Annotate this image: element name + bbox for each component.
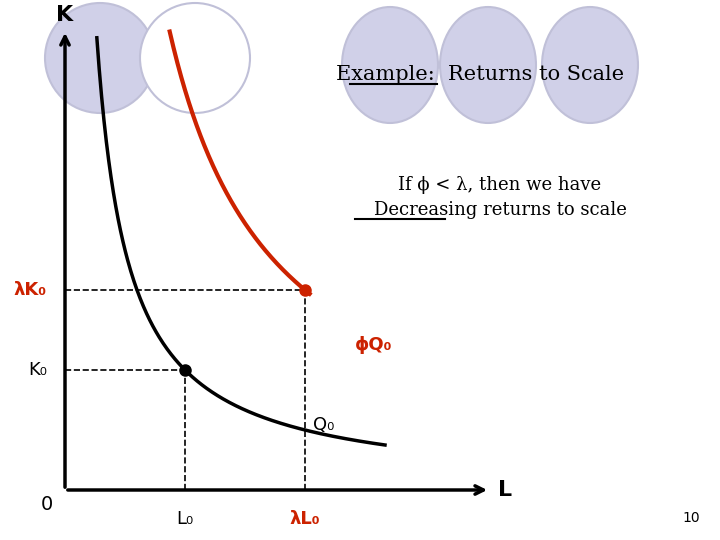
- Text: If ϕ < λ, then we have: If ϕ < λ, then we have: [398, 176, 602, 194]
- Text: Decreasing returns to scale: Decreasing returns to scale: [374, 201, 626, 219]
- Text: K: K: [56, 5, 73, 25]
- Ellipse shape: [542, 7, 638, 123]
- Text: Example:  Returns to Scale: Example: Returns to Scale: [336, 65, 624, 84]
- Text: K₀: K₀: [28, 361, 47, 379]
- Text: ϕQ₀: ϕQ₀: [355, 336, 392, 354]
- Text: 0: 0: [41, 496, 53, 515]
- Text: λK₀: λK₀: [14, 281, 47, 299]
- Ellipse shape: [45, 3, 155, 113]
- Ellipse shape: [440, 7, 536, 123]
- Text: L: L: [498, 480, 512, 500]
- Ellipse shape: [342, 7, 438, 123]
- Text: Q₀: Q₀: [313, 416, 334, 434]
- Text: L₀: L₀: [176, 510, 194, 528]
- Text: 10: 10: [683, 511, 700, 525]
- Ellipse shape: [140, 3, 250, 113]
- Text: λL₀: λL₀: [289, 510, 320, 528]
